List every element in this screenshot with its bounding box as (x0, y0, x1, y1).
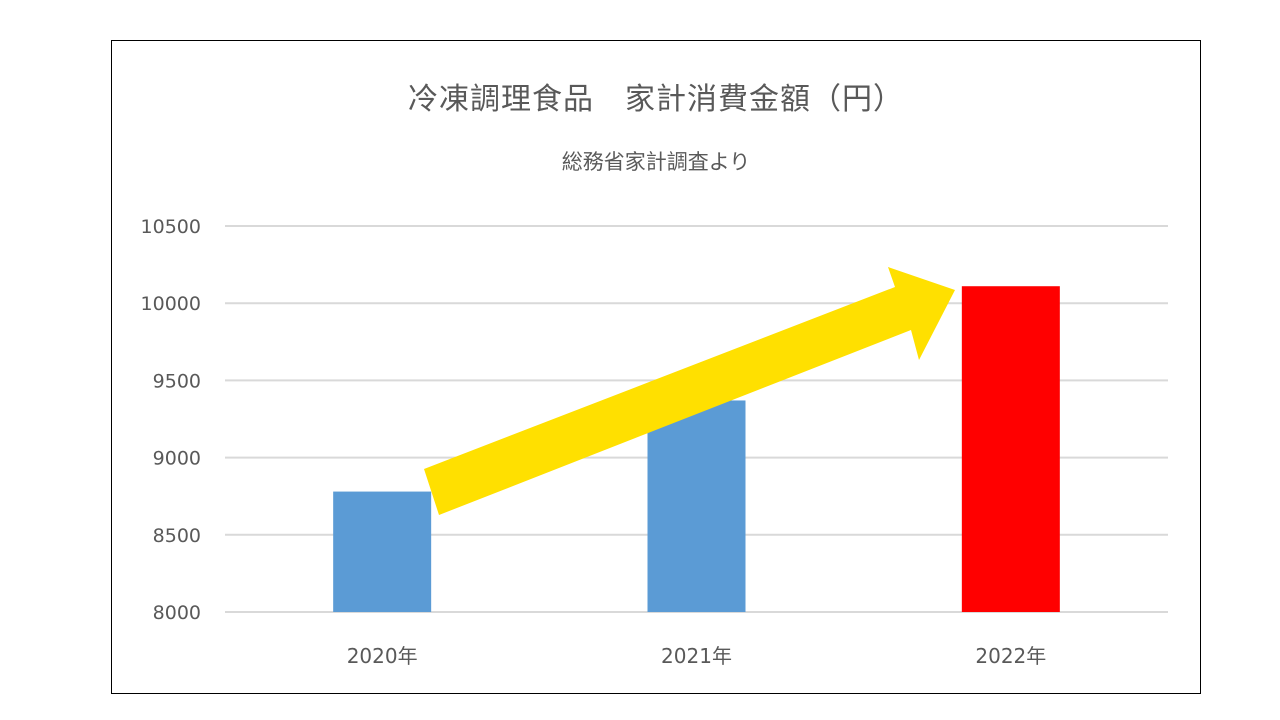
chart-title: 冷凍調理食品 家計消費金額（円） (408, 82, 904, 117)
x-category-label: 2020年 (347, 644, 418, 668)
x-axis-categories: 2020年 2021年 2022年 (347, 644, 1047, 668)
bar-2 (647, 400, 746, 612)
y-tick-label: 9000 (153, 448, 201, 470)
y-tick-label: 9500 (153, 370, 201, 392)
chart-subtitle: 総務省家計調査より (561, 150, 751, 174)
y-tick-label: 8000 (153, 602, 201, 624)
y-axis-ticks: 8000 8500 9000 9500 10000 10500 (141, 216, 201, 624)
y-tick-label: 10000 (141, 293, 201, 315)
y-tick-label: 8500 (153, 525, 201, 547)
bar-3 (961, 286, 1060, 612)
trend-arrow (424, 267, 955, 515)
bars (333, 286, 1060, 612)
trend-arrow-layer (424, 267, 955, 515)
x-category-label: 2021年 (661, 644, 732, 668)
bar-1 (333, 491, 432, 612)
x-category-label: 2022年 (975, 644, 1046, 668)
y-tick-label: 10500 (141, 216, 201, 238)
